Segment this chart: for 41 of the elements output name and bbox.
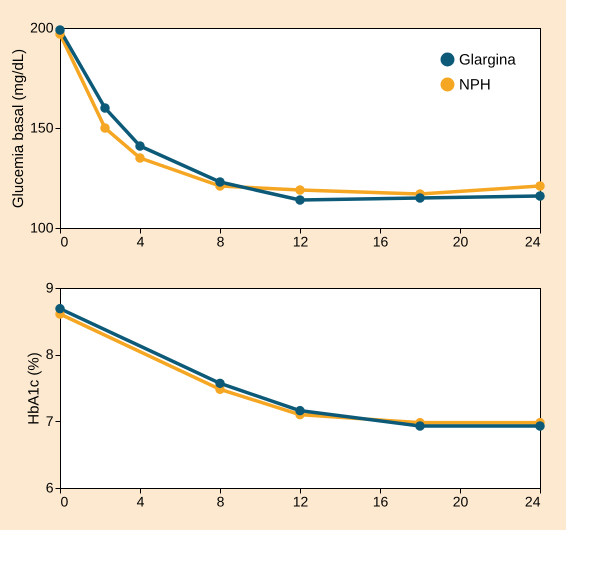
point <box>135 153 145 163</box>
point <box>535 421 545 431</box>
point <box>215 177 225 187</box>
y-tick-label: 150 <box>30 120 54 136</box>
point <box>535 191 545 201</box>
point <box>295 406 305 416</box>
x-tick-label: 12 <box>292 234 308 250</box>
point <box>415 193 425 203</box>
y-tick-label: 6 <box>46 480 54 496</box>
point <box>55 304 65 314</box>
point <box>295 195 305 205</box>
x-tick-label: 20 <box>452 234 468 250</box>
legend-label: Glargina <box>459 52 516 68</box>
y-axis-title: Glucemia basal (mg/dL) <box>10 48 28 208</box>
point <box>100 123 110 133</box>
x-tick-label: 16 <box>372 234 388 250</box>
x-tick-label: 24 <box>524 494 541 510</box>
x-tick-label: 12 <box>292 494 308 510</box>
y-tick-label: 7 <box>46 412 54 429</box>
x-tick-label: 4 <box>136 234 145 250</box>
point <box>215 378 225 388</box>
point <box>295 185 305 195</box>
x-tick-label: 16 <box>372 494 388 510</box>
y-tick-label: 100 <box>30 220 54 236</box>
point <box>535 181 545 191</box>
point <box>135 141 145 151</box>
x-tick-label: 24 <box>524 234 541 250</box>
y-tick-label: 9 <box>46 280 54 296</box>
point <box>55 25 65 35</box>
x-tick-label: 8 <box>216 494 225 510</box>
x-tick-label: 8 <box>216 234 225 250</box>
point <box>100 103 110 113</box>
y-tick-label: 8 <box>46 346 54 362</box>
y-axis-title: HbA1c (%) <box>26 352 43 425</box>
point <box>415 421 425 431</box>
legend-label: NPH <box>459 76 491 94</box>
x-tick-label: 0 <box>60 494 68 510</box>
x-tick-label: 4 <box>136 494 145 510</box>
x-tick-label: 0 <box>60 234 68 250</box>
x-tick-label: 20 <box>452 494 468 510</box>
y-tick-label: 200 <box>30 20 54 36</box>
